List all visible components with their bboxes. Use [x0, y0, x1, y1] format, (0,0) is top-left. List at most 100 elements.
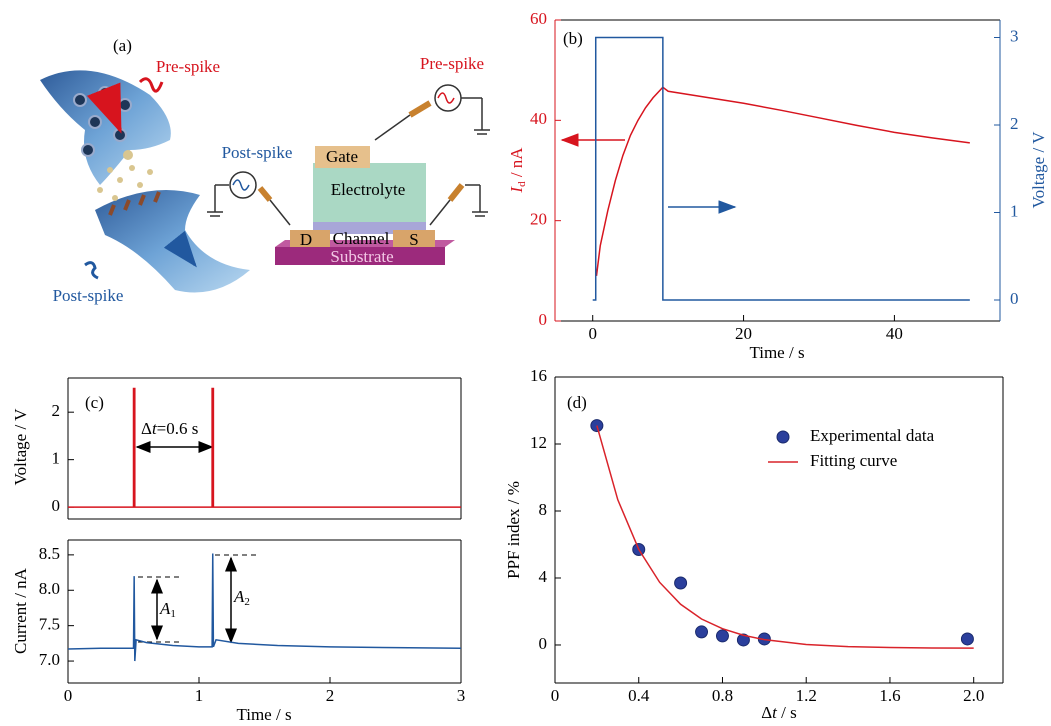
x-axis-label-part: t: [772, 703, 778, 722]
label: D: [300, 230, 312, 249]
neurotransmitters: [97, 150, 153, 201]
y-tick-label: 4: [539, 567, 548, 586]
y-tick-label: 40: [530, 109, 547, 128]
gate: [315, 146, 370, 168]
x-tick-label: 3: [457, 686, 466, 705]
panel-label: (d): [567, 393, 587, 412]
label: Gate: [326, 147, 358, 166]
x-tick-label: 40: [886, 324, 903, 343]
annotation-part: Δ: [141, 419, 152, 438]
electrolyte: [313, 163, 426, 233]
x-tick-label: 0: [588, 324, 597, 343]
y-axis-label: Current / nA: [11, 567, 30, 654]
y-tick-label: 60: [530, 9, 547, 28]
data-line: [595, 86, 970, 276]
y2-axis-label: Voltage / V: [1029, 131, 1048, 209]
annotation-part: A: [159, 599, 171, 618]
y-tick-label: 12: [530, 433, 547, 452]
data-point: [960, 632, 974, 646]
y-tick-label: 1: [52, 449, 61, 468]
source: [393, 230, 435, 247]
label: Electrolyte: [331, 180, 406, 199]
pre-wave: [138, 77, 164, 93]
x-axis-label: Time / s: [749, 343, 804, 362]
label: Pre-spike: [156, 57, 220, 76]
y-tick-label: 0: [539, 310, 548, 329]
data-line: [68, 387, 461, 508]
y-tick-label: 8.0: [39, 579, 60, 598]
panel-label: (b): [563, 29, 583, 48]
x-tick-label: 0: [551, 686, 560, 705]
x-tick-label: 2.0: [963, 686, 984, 705]
x-tick-label: 20: [735, 324, 752, 343]
data-point: [695, 625, 709, 639]
y-axis-label-part: / nA: [507, 147, 526, 182]
data-point: [736, 633, 750, 647]
annotation-part: 1: [170, 608, 176, 620]
data-line: [67, 553, 462, 662]
y-tick-label: 0: [539, 634, 548, 653]
x-tick-label: 0.4: [628, 686, 650, 705]
post-wave: [84, 261, 99, 280]
synapse-diagram: (a) Pre-spike Pre-spike Post-spike Post-…: [40, 36, 490, 305]
y2-tick-label: 2: [1010, 114, 1019, 133]
panel-label: (c): [85, 393, 104, 412]
label: Post-spike: [222, 143, 293, 162]
label: Channel: [333, 229, 390, 248]
legend-marker: [776, 430, 790, 444]
y-axis-label-part: I: [507, 186, 526, 194]
annotation: A1: [159, 599, 176, 620]
release-arrow: [86, 82, 122, 134]
substrate: [275, 247, 445, 265]
annotation-part: 2: [244, 596, 250, 608]
annotation-part: t: [152, 419, 158, 438]
y-tick-label: 7.0: [39, 650, 60, 669]
guide-lines: [138, 554, 260, 643]
drain: [290, 230, 330, 247]
x-tick-label: 1: [195, 686, 204, 705]
y-axis-label-part: d: [516, 181, 528, 187]
x-axis-label: Time / s: [236, 705, 291, 724]
x-axis-label-part: / s: [777, 703, 797, 722]
annotation: A2: [233, 587, 250, 608]
label: S: [409, 230, 418, 249]
x-tick-label: 1.2: [796, 686, 817, 705]
y-tick-label: 7.5: [39, 615, 60, 634]
x-tick-label: 2: [326, 686, 335, 705]
data-line: [592, 36, 970, 301]
y-tick-label: 8.5: [39, 544, 60, 563]
label: Substrate: [330, 247, 393, 266]
x-axis-label-part: Δ: [761, 703, 772, 722]
x-tick-label: 1.6: [879, 686, 900, 705]
annotation-part: =0.6 s: [157, 419, 199, 438]
label: Pre-spike: [420, 54, 484, 73]
y-tick-label: 2: [52, 401, 61, 420]
signal-arrow: [163, 230, 197, 268]
y-axis-label: Voltage / V: [11, 408, 30, 486]
y2-tick-label: 0: [1010, 289, 1019, 308]
x-tick-label: 0.8: [712, 686, 733, 705]
y-tick-label: 16: [530, 366, 547, 385]
data-line: [596, 425, 974, 649]
label: Post-spike: [53, 286, 124, 305]
y-tick-label: 8: [539, 500, 548, 519]
probes: [207, 84, 490, 226]
y2-tick-label: 1: [1010, 201, 1019, 220]
annotation: Δt=0.6 s: [141, 419, 198, 438]
y-axis-label: PPF index / %: [504, 481, 523, 579]
data-point: [715, 629, 729, 643]
legend-label: Fitting curve: [810, 451, 897, 470]
postsynaptic: [95, 190, 250, 293]
x-axis-label: Δt / s: [761, 703, 797, 722]
y-axis-label: Id / nA: [507, 147, 528, 194]
legend-label: Experimental data: [810, 426, 935, 445]
y-tick-label: 0: [52, 496, 61, 515]
y2-tick-label: 3: [1010, 26, 1019, 45]
receptors: [108, 191, 161, 216]
data-point: [674, 576, 688, 590]
x-tick-label: 0: [64, 686, 73, 705]
y-tick-label: 20: [530, 210, 547, 229]
panel-label: (a): [113, 36, 132, 55]
annotation-part: A: [233, 587, 245, 606]
